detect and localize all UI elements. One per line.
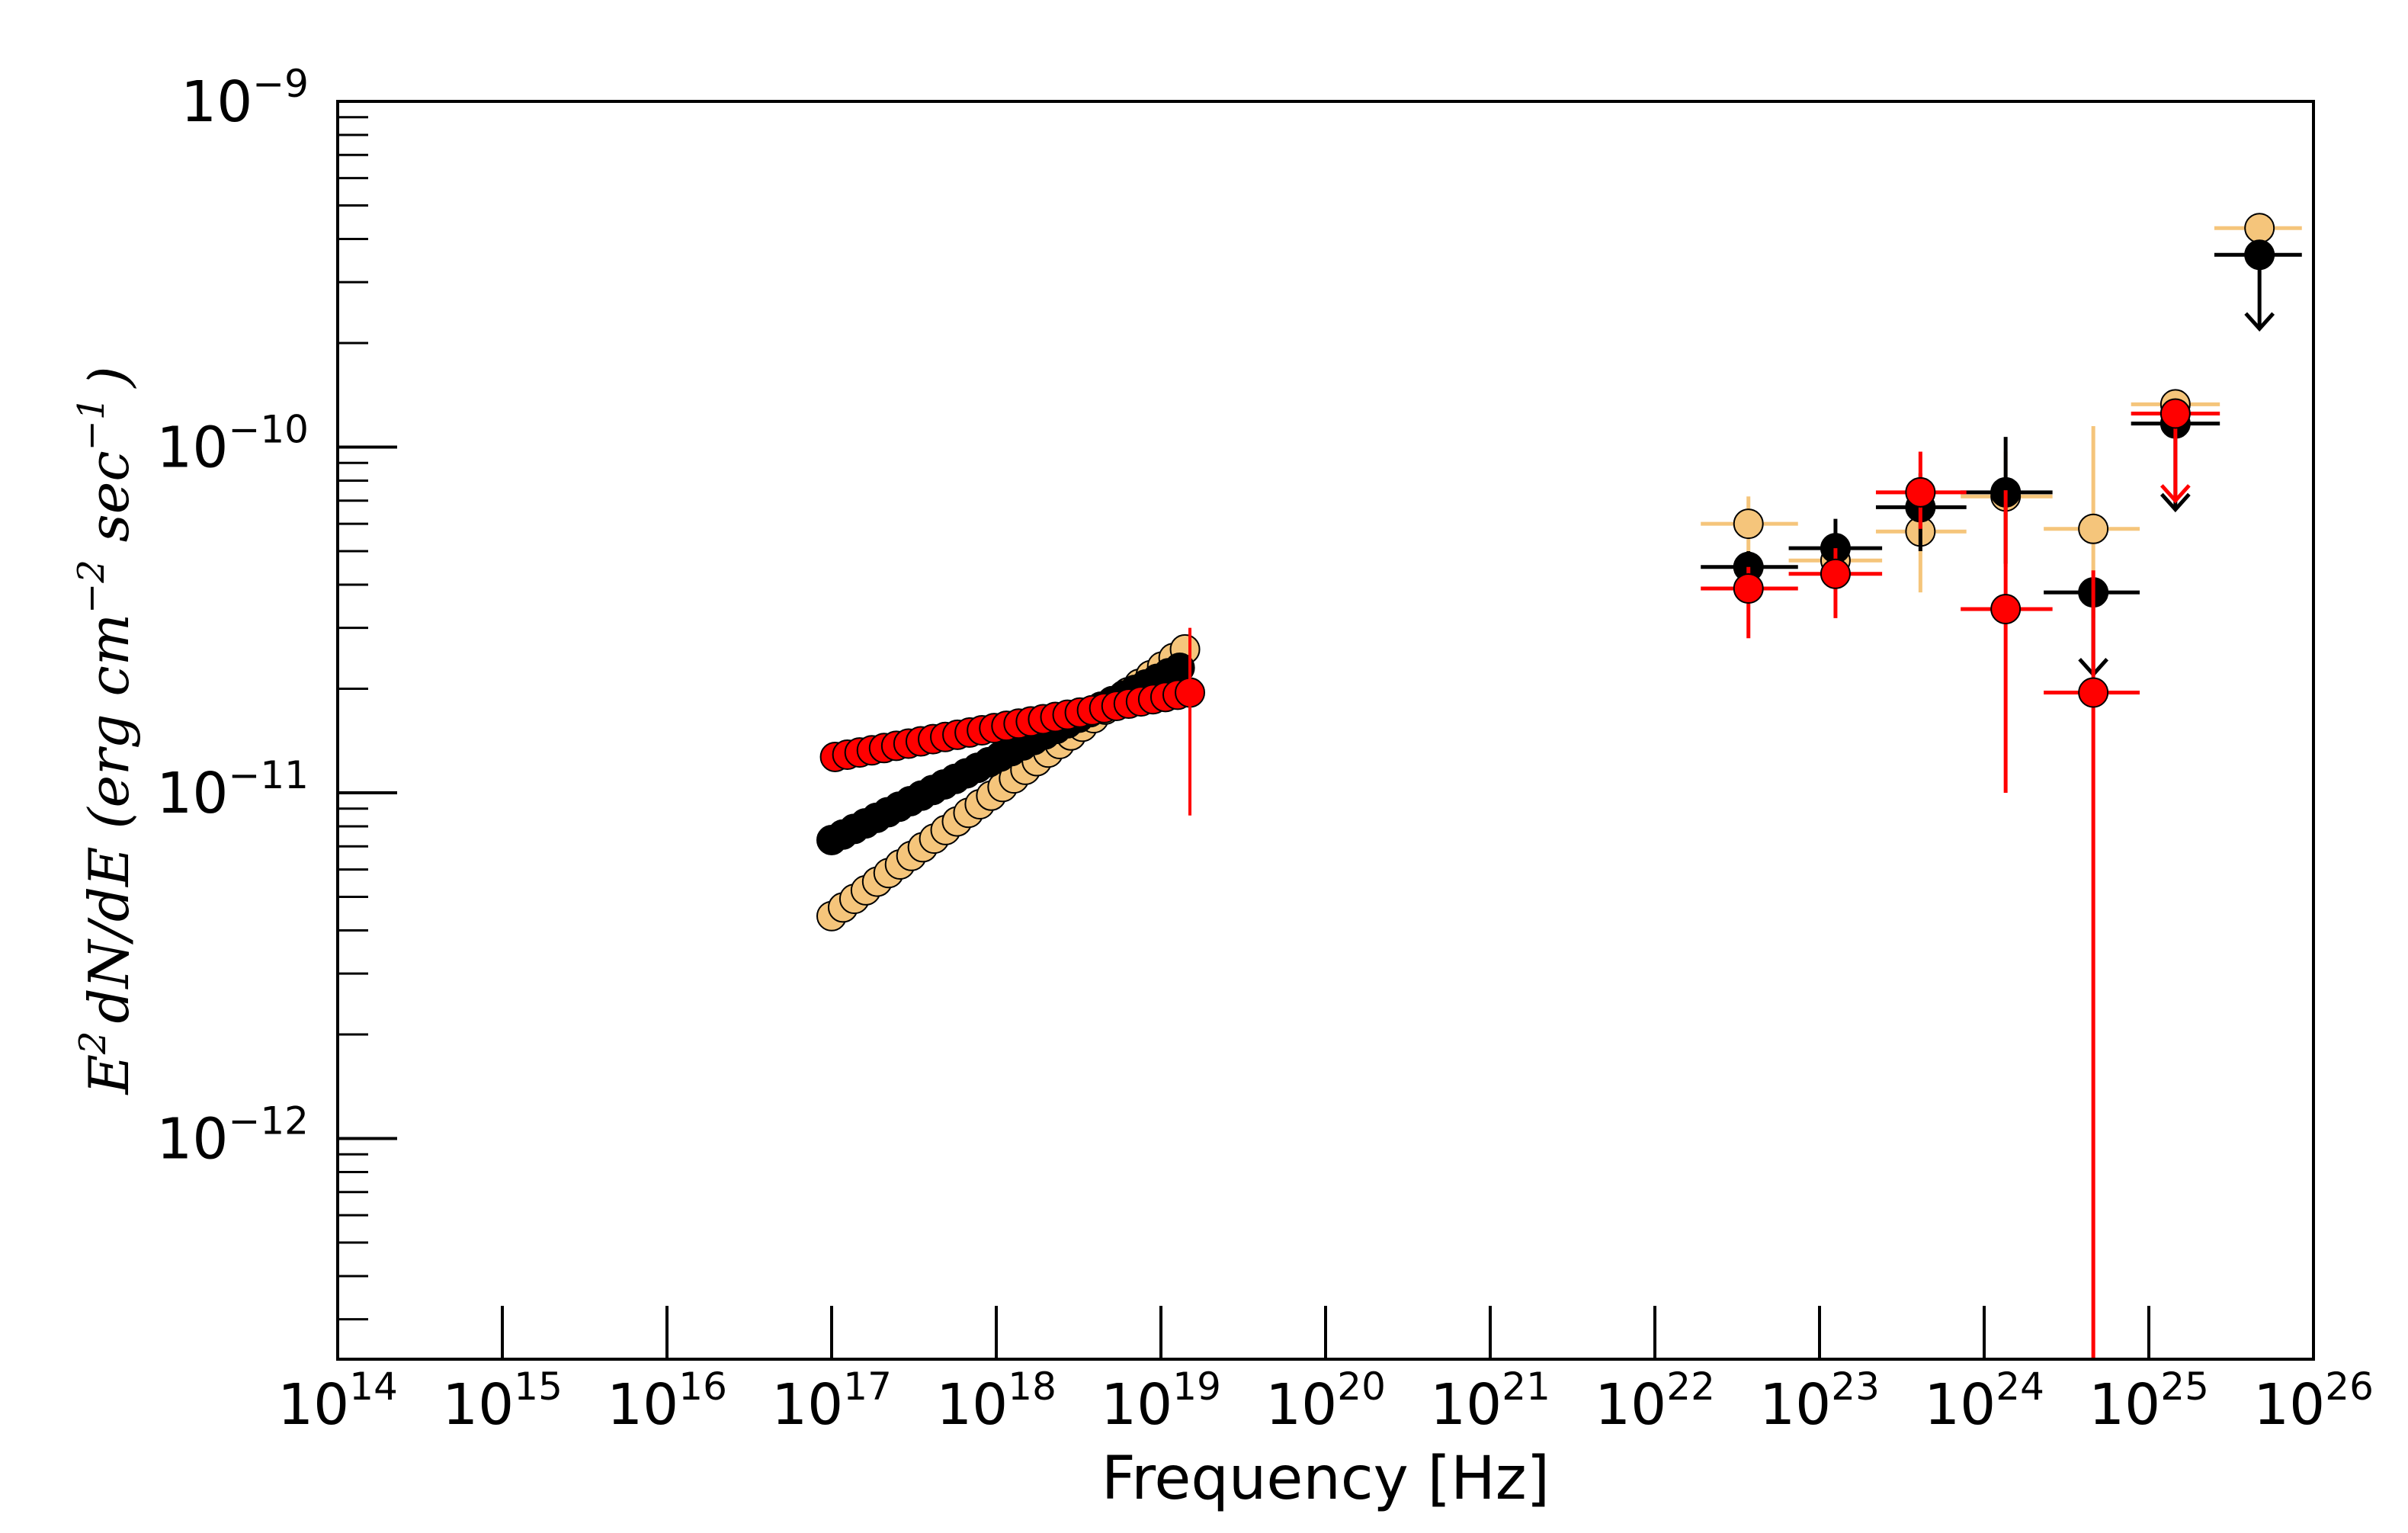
x-tick-label: 1017 — [771, 1365, 892, 1438]
y-axis-title-e-exp: 2 — [72, 1031, 114, 1055]
y-axis-title-e: E — [77, 1054, 141, 1096]
x-axis-title: Frequency [Hz] — [1101, 1445, 1550, 1513]
upper-limit-arrow — [2160, 492, 2191, 513]
upper-limit-arrow — [2160, 484, 2191, 504]
x-tick-label: 1023 — [1759, 1365, 1880, 1438]
gamma-point — [2078, 513, 2109, 544]
x-tick-label: 1020 — [1265, 1365, 1386, 1438]
y-tick-label: 10−10 — [156, 408, 309, 481]
x-tick-label: 1024 — [1924, 1365, 2044, 1438]
y-axis-title-dnde: dN/dE (erg cm — [77, 614, 141, 1024]
x-tick-label: 1021 — [1430, 1365, 1550, 1438]
x-tick-label: 1016 — [607, 1365, 727, 1438]
plot-frame — [336, 100, 2315, 1361]
x-tick-label: 1018 — [936, 1365, 1057, 1438]
gamma-point — [1733, 508, 1764, 540]
gamma-point — [2078, 677, 2109, 708]
x-tick-label: 1026 — [2253, 1365, 2374, 1438]
y-tick-label: 10−12 — [156, 1099, 309, 1172]
x-tick-label: 1019 — [1101, 1365, 1221, 1438]
tick-labels: 1014 1015 1016 1017 1018 1019 1020 1021 1022 1023… — [156, 62, 2374, 1438]
y-axis-title-sec-exp: −1 — [70, 397, 113, 451]
gamma-point — [2160, 398, 2191, 429]
gamma-point — [1820, 558, 1851, 589]
gamma-point — [1990, 593, 2022, 624]
x-tick-label: 1025 — [2089, 1365, 2209, 1438]
x-tick-label: 1014 — [277, 1365, 398, 1438]
gamma-point — [2244, 213, 2275, 244]
plot-marks — [816, 213, 2302, 1359]
gamma-point — [2244, 239, 2275, 271]
y-tick-label: 10−11 — [156, 753, 309, 826]
y-axis-title: E2 dN/dE (erg cm−2 sec−1) — [70, 366, 141, 1095]
upper-limit-arrow — [2244, 312, 2275, 332]
svg-text:E2dN/dE (erg cm−2 sec−1): E2 dN/dE (erg cm−2 sec−1) — [70, 366, 141, 1095]
y-axis-title-sec: sec — [77, 451, 141, 560]
y-axis-title-close: ) — [77, 366, 141, 389]
axis-ticks — [336, 100, 2315, 1359]
gamma-point — [1905, 476, 1936, 508]
y-axis-title-cm-exp: −2 — [70, 560, 113, 614]
y-tick-label: 10−9 — [181, 62, 309, 135]
x-tick-label: 1022 — [1595, 1365, 1715, 1438]
gamma-point — [1733, 572, 1764, 604]
x-tick-label: 1015 — [442, 1365, 563, 1438]
